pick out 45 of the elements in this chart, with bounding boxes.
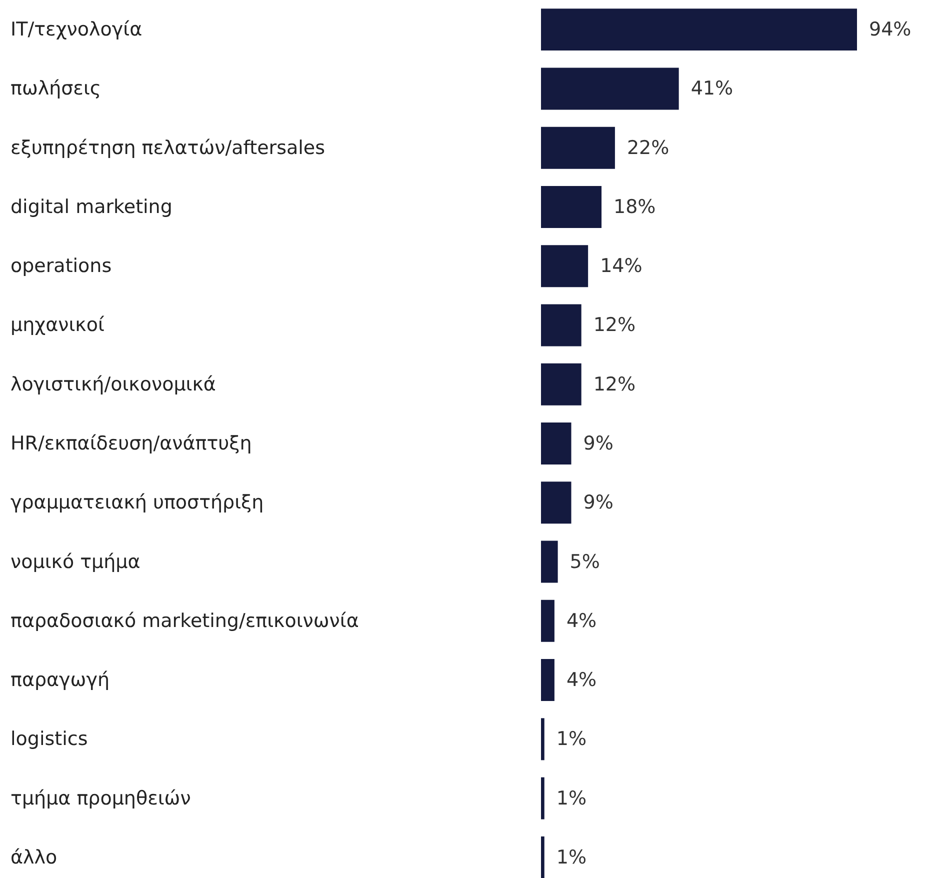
data-label: 12%: [593, 373, 636, 396]
bar: [541, 600, 554, 642]
y-tick-label: νομικό τμήμα: [10, 550, 140, 573]
bar: [541, 836, 544, 878]
data-label: 9%: [583, 432, 614, 454]
data-label: 18%: [614, 196, 656, 218]
y-tick-label: operations: [10, 255, 112, 278]
y-tick-label: HR/εκπαίδευση/ανάπτυξη: [10, 432, 252, 454]
data-label: 12%: [593, 314, 636, 336]
bar: [541, 245, 588, 288]
bar: [541, 186, 602, 228]
bar: [541, 8, 857, 51]
data-label: 22%: [626, 136, 670, 159]
y-tick-label: logistics: [10, 728, 88, 750]
y-tick-label: λογιστική/οικονομικά: [10, 373, 216, 396]
data-label: 4%: [566, 610, 597, 632]
bar: [541, 659, 554, 702]
y-tick-label: παραγωγή: [10, 669, 110, 692]
bar: [541, 482, 572, 524]
bar: [541, 422, 572, 464]
data-label: 41%: [690, 78, 734, 100]
data-label: 94%: [869, 18, 912, 41]
y-tick-label: πωλήσεις: [10, 78, 102, 100]
bar: [541, 363, 582, 406]
y-tick-label: γραμματειακή υποστήριξη: [10, 492, 264, 514]
y-tick-label: παραδοσιακό marketing/επικοινωνία: [10, 610, 359, 632]
data-label: 9%: [583, 492, 614, 514]
y-tick-label: άλλο: [10, 846, 58, 868]
bar: [541, 718, 544, 760]
data-label: 1%: [556, 787, 587, 810]
y-tick-label: IT/τεχνολογία: [10, 18, 142, 41]
data-label: 5%: [570, 550, 600, 573]
bar: [541, 540, 558, 583]
y-tick-label: digital marketing: [10, 196, 172, 218]
y-tick-label: εξυπηρέτηση πελατών/aftersales: [10, 136, 325, 159]
bar: [541, 126, 615, 169]
bar: [541, 304, 582, 346]
data-label: 1%: [556, 846, 587, 868]
data-label: 1%: [556, 728, 587, 750]
bar: [541, 68, 679, 110]
bar: [541, 777, 544, 820]
y-tick-label: τμήμα προμηθειών: [10, 787, 191, 810]
y-tick-label: μηχανικοί: [10, 314, 105, 336]
data-label: 4%: [566, 669, 597, 692]
data-label: 14%: [600, 255, 642, 278]
